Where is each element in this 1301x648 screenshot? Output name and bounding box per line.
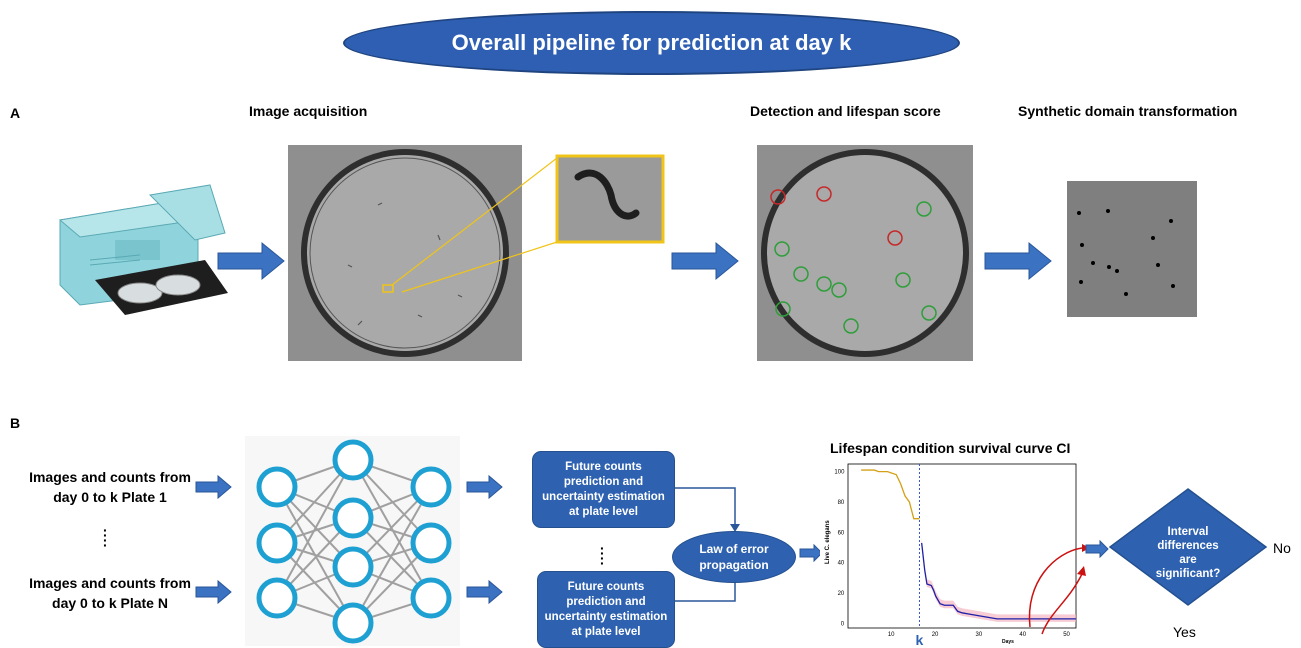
x-tick-label: 20 <box>932 632 939 638</box>
k-marker-label: k <box>915 632 923 648</box>
x-tick-label: 10 <box>888 632 895 638</box>
neural-network-diagram <box>245 436 460 646</box>
series-line-2 <box>921 542 1076 620</box>
petri-plate-image <box>288 145 522 361</box>
arrow-to-decision <box>1085 539 1109 559</box>
arrow-nn-out-1 <box>466 474 503 500</box>
detection-plate-image <box>757 145 973 361</box>
arrow-nn-out-n <box>466 579 503 605</box>
step-detection-lifespan: Detection and lifespan score <box>750 103 941 119</box>
step-image-acquisition: Image acquisition <box>249 103 368 119</box>
y-tick-label: 0 <box>841 621 845 627</box>
red-arrow-2 <box>1041 573 1083 635</box>
arrow-input-n <box>195 579 232 605</box>
vertical-ellipsis-inputs: · · · · <box>103 522 108 553</box>
x-tick-label: 40 <box>1019 632 1026 638</box>
law-of-error-propagation: Law of error propagation <box>672 531 796 583</box>
prediction-box-plate-1: Future counts prediction and uncertainty… <box>532 451 675 528</box>
worm-zoom-inset <box>555 154 665 244</box>
decision-diamond <box>1108 488 1268 606</box>
decision-no: No <box>1273 540 1291 556</box>
arrow-to-detection <box>671 241 739 281</box>
x-tick-label: 50 <box>1063 632 1070 638</box>
series-line-1 <box>861 469 920 520</box>
y-tick-label: 100 <box>834 470 845 476</box>
input-plate-1: Images and counts from day 0 to k Plate … <box>29 469 191 505</box>
step-synthetic-domain: Synthetic domain transformation <box>1018 103 1238 119</box>
arrow-to-curve <box>799 543 823 563</box>
arrow-input-1 <box>195 474 232 500</box>
y-tick-label: 20 <box>838 591 845 597</box>
red-arrow-1 <box>1028 547 1083 628</box>
arrow-to-synthetic <box>984 241 1052 281</box>
arrow-to-acquisition <box>217 241 285 281</box>
y-axis-label: Live C. elegans <box>825 520 831 564</box>
plot-frame <box>847 463 1077 629</box>
x-tick-label: 30 <box>976 632 983 638</box>
vertical-ellipsis-boxes: · · · · <box>600 540 605 571</box>
synthetic-image <box>1067 181 1197 317</box>
zoom-connector <box>391 157 558 293</box>
y-tick-label: 40 <box>838 561 845 567</box>
x-axis-label: Days <box>1002 639 1014 645</box>
pipeline-title: Overall pipeline for prediction at day k <box>343 11 960 75</box>
section-b-label: B <box>10 415 21 431</box>
y-tick-label: 80 <box>838 500 845 506</box>
decision-question: Interval differences are significant? <box>1155 526 1221 580</box>
scanner-device-image <box>58 184 228 315</box>
input-plate-n: Images and counts from day 0 to k Plate … <box>29 575 191 611</box>
prediction-box-plate-n: Future counts prediction and uncertainty… <box>537 571 675 648</box>
decision-yes: Yes <box>1173 624 1196 640</box>
survival-curve-title: Lifespan condition survival curve CI <box>830 440 1071 456</box>
section-a-label: A <box>10 105 21 121</box>
survival-curve-chart: 10 20 30 40 50 0 20 40 60 80 100 k Live C. elegans… <box>820 462 1090 648</box>
y-tick-label: 60 <box>838 530 845 536</box>
